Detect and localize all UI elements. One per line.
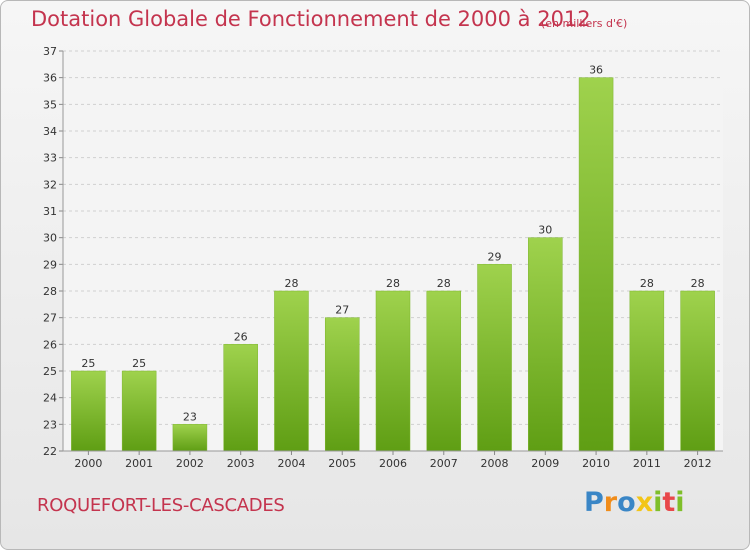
bar-value-label: 25 [81, 357, 95, 370]
bar[interactable] [274, 290, 309, 452]
bar-value-label: 28 [284, 277, 298, 290]
logo-letter: x [635, 487, 654, 518]
bar-value-label: 30 [538, 224, 552, 237]
x-tick-label: 2006 [379, 457, 407, 470]
bar[interactable] [629, 290, 665, 452]
bar[interactable] [528, 237, 563, 452]
logo-letter: i [653, 487, 663, 518]
x-tick-label: 2000 [74, 457, 102, 470]
bar-value-label: 23 [183, 410, 197, 423]
bar-value-label: 28 [386, 277, 400, 290]
bar-value-label: 27 [335, 304, 349, 317]
x-tick-label: 2002 [176, 457, 204, 470]
logo-letter: i [675, 487, 685, 518]
logo-letter: P [584, 487, 604, 518]
y-tick-label: 29 [43, 258, 57, 271]
x-tick-label: 2010 [582, 457, 610, 470]
y-tick-label: 25 [43, 365, 57, 378]
y-tick-label: 22 [43, 445, 57, 458]
x-tick-label: 2004 [277, 457, 305, 470]
proxiti-logo[interactable]: Proxiti [584, 487, 685, 518]
bar[interactable] [223, 344, 258, 452]
x-tick-label: 2009 [531, 457, 559, 470]
bar[interactable] [578, 77, 614, 452]
bar[interactable] [426, 290, 462, 452]
unit-note: (en milliers d'€) [541, 17, 628, 30]
chart-title: Dotation Globale de Fonctionnement de 20… [31, 7, 591, 31]
value-labels: 25 25 23 26 28 27 28 28 29 30 36 28 28 [81, 64, 704, 424]
y-tick-label: 27 [43, 312, 57, 325]
x-tick-label: 2007 [430, 457, 458, 470]
x-tick-label: 2003 [227, 457, 255, 470]
x-axis: 2000 2001 2002 2003 2004 2005 2006 2007 2008 2009… [63, 450, 723, 470]
bar[interactable] [680, 290, 715, 452]
bar-value-label: 26 [234, 330, 248, 343]
y-tick-label: 31 [43, 205, 57, 218]
bar-value-label: 28 [691, 277, 705, 290]
y-tick-label: 30 [43, 232, 57, 245]
y-tick-label: 36 [43, 72, 57, 85]
bar[interactable] [324, 317, 360, 452]
logo-letter: o [617, 487, 636, 518]
y-axis: 22 23 24 25 26 27 28 29 30 31 32 33 34 35 36 37 [43, 45, 64, 458]
bar-value-label: 28 [437, 277, 451, 290]
bar-value-label: 28 [640, 277, 654, 290]
x-tick-label: 2005 [328, 457, 356, 470]
y-tick-label: 35 [43, 98, 57, 111]
y-tick-label: 26 [43, 338, 57, 351]
y-tick-label: 32 [43, 178, 57, 191]
bar[interactable] [121, 370, 157, 452]
bar[interactable] [172, 424, 208, 452]
y-tick-label: 28 [43, 285, 57, 298]
commune-name: ROQUEFORT-LES-CASCADES [37, 495, 285, 516]
bar-value-label: 36 [589, 64, 603, 77]
y-tick-label: 37 [43, 45, 57, 58]
bar[interactable] [71, 370, 106, 452]
logo-letter: r [603, 487, 618, 518]
y-tick-label: 33 [43, 152, 57, 165]
bar-value-label: 25 [132, 357, 146, 370]
x-tick-label: 2008 [481, 457, 509, 470]
y-tick-label: 23 [43, 418, 57, 431]
x-tick-label: 2001 [125, 457, 153, 470]
y-tick-label: 34 [43, 125, 57, 138]
bar-value-label: 29 [488, 250, 502, 263]
bar[interactable] [477, 264, 512, 452]
x-tick-label: 2011 [633, 457, 661, 470]
y-tick-label: 24 [43, 392, 57, 405]
x-tick-label: 2012 [684, 457, 712, 470]
bar[interactable] [375, 290, 411, 452]
logo-letter: t [662, 487, 676, 518]
bars [71, 77, 715, 452]
